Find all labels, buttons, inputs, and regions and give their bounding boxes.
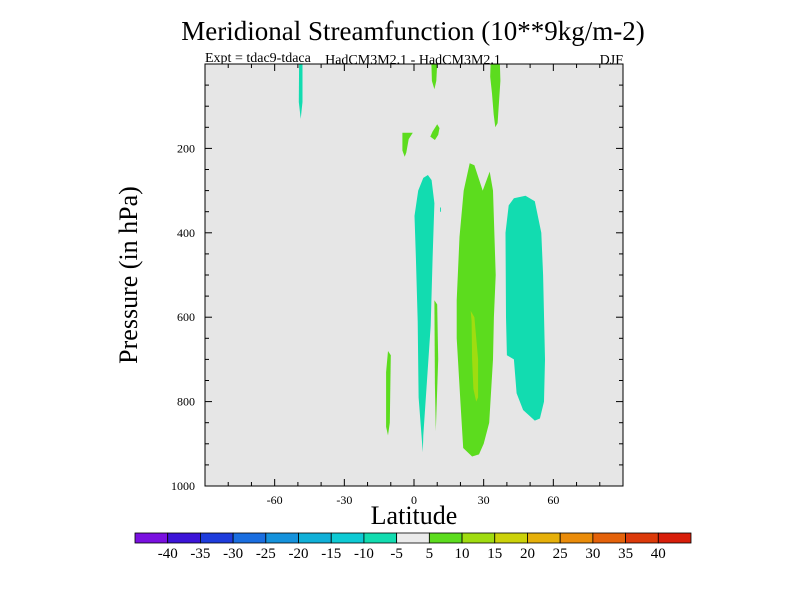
colorbar-label: -5 — [390, 546, 403, 562]
colorbar-label: -40 — [158, 546, 178, 562]
contour-region-green-oval-25n — [456, 163, 496, 457]
colorbar-swatch — [494, 532, 528, 544]
y-axis-label: Pressure (in hPa) — [114, 186, 143, 364]
colorbar-label: -35 — [190, 546, 210, 562]
colorbar-swatch — [657, 532, 692, 544]
contour-region-green-blob-2s — [402, 132, 413, 157]
contour-region-cyan-oval-50n — [505, 195, 545, 421]
contour-region-yellowgreen-core-25n — [470, 310, 479, 402]
colorbar-swatch — [232, 532, 267, 544]
colorbar-label: -30 — [223, 546, 243, 562]
contour-region-cyan-column-5n — [414, 175, 435, 453]
x-tick-label: 0 — [411, 493, 417, 507]
contour-region-green-streak-7n-top — [431, 64, 438, 90]
x-tick-label: 30 — [478, 493, 490, 507]
colorbar-label: 20 — [520, 546, 535, 562]
y-tick-label: 800 — [177, 395, 195, 409]
colorbar-label: 25 — [553, 546, 568, 562]
colorbar-swatch — [527, 532, 561, 544]
colorbar-swatch — [625, 532, 659, 544]
colorbar-label: 5 — [426, 546, 434, 562]
colorbar-swatch — [200, 532, 234, 544]
colorbar-swatch — [428, 532, 463, 544]
colorbar-label: 30 — [585, 546, 600, 562]
colorbar-label: 10 — [455, 546, 470, 562]
colorbar-label: 15 — [487, 546, 502, 562]
contour-region-cyan-dot-11n — [440, 207, 441, 212]
colorbar-swatch — [265, 532, 299, 544]
y-tick-label: 1000 — [171, 479, 195, 493]
contour-region-cyan-strip-48s — [298, 64, 303, 119]
x-tick-label: -30 — [336, 493, 352, 507]
plot-background — [205, 64, 623, 486]
plot-area: -60 -30 0 30 60 200 400 600 800 1000 — [171, 63, 624, 507]
colorbar-swatch — [363, 532, 398, 544]
contour-region-green-blob-10s — [386, 351, 391, 436]
expt-label: Expt = tdac9-tdaca — [205, 51, 312, 66]
colorbar-swatch — [298, 532, 332, 544]
colorbar-label: 40 — [651, 546, 666, 562]
y-tick-label: 200 — [177, 141, 195, 155]
colorbar-label: -10 — [354, 546, 374, 562]
y-tick-label: 600 — [177, 310, 195, 324]
colorbar: -40 -35 -30 -25 -20 -15 -10 -5 5 10 15 20 25 30 35 40 — [134, 532, 692, 562]
x-tick-label: -60 — [267, 493, 283, 507]
colorbar-swatch — [396, 532, 430, 544]
colorbar-swatch — [592, 532, 626, 544]
contour-region-green-streak-35n-top — [490, 64, 501, 128]
colorbar-label: -25 — [256, 546, 276, 562]
colorbar-swatch — [330, 532, 365, 544]
y-tick-label: 400 — [177, 226, 195, 240]
x-axis-label: Latitude — [371, 501, 458, 530]
colorbar-label: 35 — [618, 546, 633, 562]
colorbar-label: -15 — [321, 546, 341, 562]
colorbar-swatch — [134, 532, 169, 544]
contour-region-green-sliver-9n — [434, 300, 439, 432]
colorbar-swatch — [559, 532, 594, 544]
x-tick-label: 60 — [547, 493, 559, 507]
chart-title: Meridional Streamfunction (10**9kg/m-2) — [181, 16, 644, 46]
colorbar-swatch — [461, 532, 496, 544]
colorbar-swatch — [167, 532, 201, 544]
colorbar-label: -20 — [289, 546, 309, 562]
contour-region-green-blob-9n — [430, 124, 440, 140]
